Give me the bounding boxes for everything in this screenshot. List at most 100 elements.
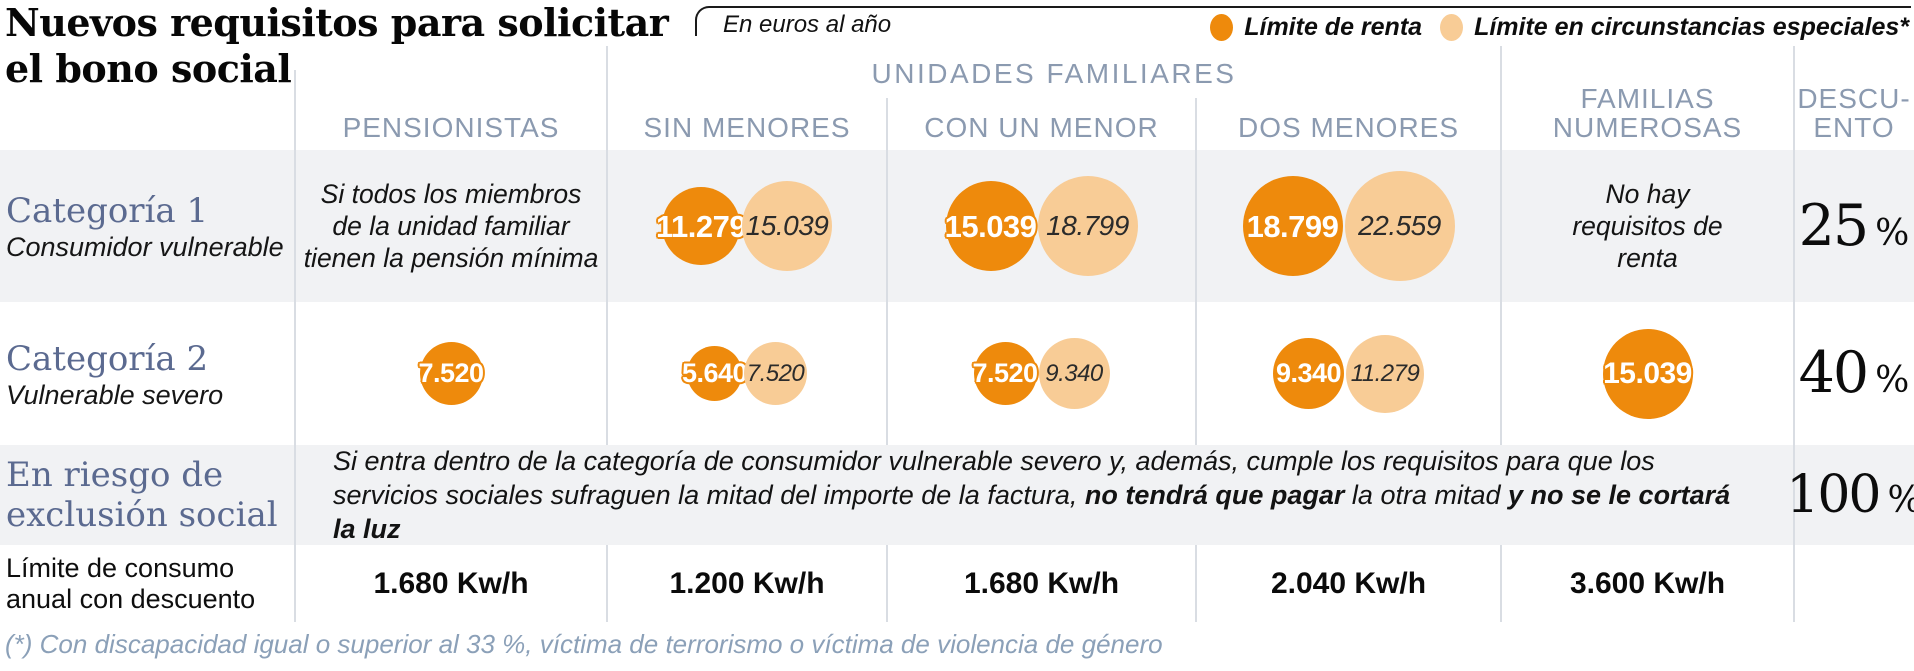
riesgo-name-line1: En riesgo de [6,455,224,495]
categoria1-name: Categoría 1 [6,191,209,231]
categoria2-pensionistas-cell: 7.520 [295,302,607,445]
discount-value: 25 % [1798,192,1910,259]
kwh-value: 1.200 Kw/h [669,566,825,600]
legend-renta-label: Límite de renta [1244,13,1423,41]
categoria1-familias-cell: No hay requisitos de renta [1501,150,1794,302]
categoria2-descuento-cell: 40 % [1794,302,1914,445]
page-title-line1: Nuevos requisitos para solicitar [5,0,669,45]
categoria1-label: Categoría 1 Consumidor vulnerable [0,150,295,302]
categoria2-con-un-menor-cell: 7.520 9.340 [887,302,1196,445]
riesgo-condition-cell: Si entra dentro de la categoría de consu… [295,445,1794,545]
bubble-pair: 9.340 11.279 [1273,334,1424,413]
categoria1-pensionistas-cell: Si todos los miembros de la unidad famil… [295,150,607,302]
condition-normal2: la otra mitad [1344,480,1508,510]
renta-limit-bubble: 9.340 [1273,338,1344,409]
discount-number: 100 [1786,465,1881,525]
categoria2-name: Categoría 2 [6,338,209,379]
categoria2-sin-menores-cell: 5.640 7.520 [607,302,887,445]
riesgo-condition-text: Si entra dentro de la categoría de consu… [333,444,1753,546]
riesgo-label: En riesgo de exclusión social [0,445,295,545]
consumo-familias-cell: 3.600 Kw/h [1501,545,1794,622]
column-header-descuento: DESCU- ENTO [1794,84,1914,142]
categoria1-subtitle: Consumidor vulnerable [6,232,284,262]
consumo-sin-menores-cell: 1.200 Kw/h [607,545,887,622]
categoria2-dos-menores-cell: 9.340 11.279 [1196,302,1501,445]
legend-especial-label: Límite en circunstancias especiales* [1474,13,1909,41]
legend-item-especial: Límite en circunstancias especiales* [1440,13,1909,42]
familias-note: No hay requisitos de renta [1572,179,1723,273]
kwh-value: 3.600 Kw/h [1569,566,1726,600]
column-divider [606,46,608,445]
column-divider [606,545,608,622]
especial-limit-bubble: 11.279 [1346,334,1424,413]
categoria2-familias-cell: 15.039 [1501,302,1794,445]
column-header-pensionistas: PENSIONISTAS [342,112,560,143]
column-divider [1500,545,1502,622]
page-title-line2: el bono social [5,46,292,91]
unit-note: En euros al año [723,11,892,38]
bubble-pair: 7.520 9.340 [972,338,1110,409]
page-title: Nuevos requisitos para solicitar el bono… [5,0,669,92]
column-divider [294,70,296,622]
categoria1-con-un-menor-cell: 15.039 18.799 [887,150,1196,302]
bubble-pair: 15.039 18.799 [945,176,1138,276]
legend: Límite de renta Límite en circunstancias… [1210,13,1909,42]
renta-limit-bubble: 15.039 [945,181,1037,271]
renta-limit-bubble: 15.039 [1602,328,1693,419]
categoria2-subtitle: Vulnerable severo [6,379,224,410]
riesgo-name-line2: exclusión social [6,495,278,535]
consumo-label-text: Límite de consumo anual con descuento [6,553,255,615]
kwh-value: 1.680 Kw/h [373,566,529,600]
row-shade-riesgo [0,445,1914,545]
categoria1-dos-menores-cell: 18.799 22.559 [1196,150,1501,302]
percent-sign: % [1875,360,1910,401]
renta-limit-bubble: 11.279 [656,187,747,265]
especial-limit-bubble: 18.799 [1037,176,1138,276]
column-header-familias-numerosas: FAMILIAS NUMEROSAS [1501,84,1794,142]
especial-limit-bubble: 15.039 [742,181,832,271]
riesgo-descuento-cell: 100 % [1786,445,1914,545]
condition-bold2: y no se le cortará la luz [333,480,1731,544]
renta-limit-bubble: 5.640 [682,346,748,401]
column-group-header: UNIDADES FAMILIARES [871,58,1237,89]
discount-number: 40 [1798,340,1870,406]
familias-header-line2: NUMEROSAS [1552,112,1743,143]
bubble-pair: 18.799 22.559 [1242,171,1455,281]
column-divider [886,98,888,445]
discount-value: 100 % [1786,469,1914,521]
especial-limit-bubble: 7.520 [744,342,807,405]
footnote: (*) Con discapacidad igual o superior al… [5,629,1163,659]
column-header-con-un-menor: CON UN MENOR [924,112,1159,143]
consumo-pensionistas-cell: 1.680 Kw/h [295,545,607,622]
descuento-header-line1: DESCU- [1797,83,1911,114]
categoria1-descuento-cell: 25 % [1794,150,1914,302]
familias-header-line1: FAMILIAS [1580,83,1715,114]
kwh-value: 2.040 Kw/h [1270,566,1427,600]
consumo-label-line1: Límite de consumo [6,552,235,583]
column-divider [1500,46,1502,445]
bubble-pair: 11.279 15.039 [656,181,832,271]
column-header-sin-menores: SIN MENORES [643,112,851,143]
column-divider [1195,98,1197,445]
consumo-con-un-menor-cell: 1.680 Kw/h [887,545,1196,622]
discount-value: 40 % [1799,345,1910,402]
column-divider [886,545,888,622]
renta-limit-bubble: 18.799 [1242,176,1343,276]
unit-bracket: En euros al año [695,6,1911,38]
descuento-header-line2: ENTO [1813,112,1895,143]
column-header-dos-menores: DOS MENORES [1237,112,1460,143]
consumo-label: Límite de consumo anual con descuento [0,545,295,622]
discount-number: 25 [1798,192,1870,259]
especial-dot-icon [1440,14,1464,41]
percent-sign: % [1888,483,1914,519]
consumo-dos-menores-cell: 2.040 Kw/h [1196,545,1501,622]
column-divider [1195,545,1197,622]
pensionistas-note: Si todos los miembros de la unidad famil… [303,179,599,273]
renta-limit-bubble: 7.520 [972,342,1038,405]
consumo-label-line2: anual con descuento [6,583,256,614]
legend-item-renta: Límite de renta [1210,13,1422,42]
percent-sign: % [1875,212,1910,254]
categoria2-label: Categoría 2 Vulnerable severo [0,302,295,445]
renta-dot-icon [1210,14,1234,41]
